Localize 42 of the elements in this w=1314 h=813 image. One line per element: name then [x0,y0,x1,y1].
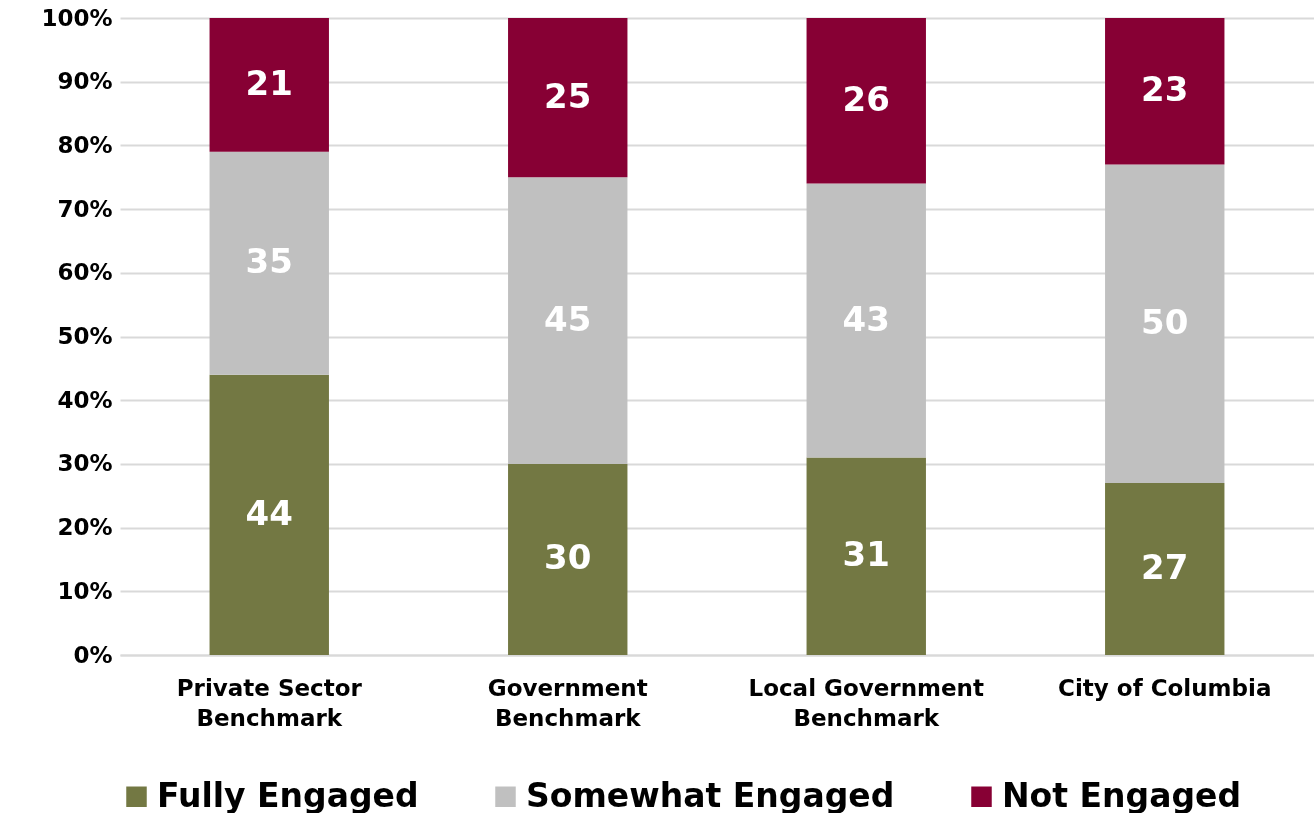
x-tick-label: Private Sector Benchmark [176,674,363,731]
data-label: 27 [1141,547,1189,588]
y-tick-label: 70% [57,195,113,222]
x-tick-label: Government Benchmark [487,674,648,731]
data-label: 26 [842,78,890,119]
legend-label: Not Engaged [1002,775,1242,813]
data-label: 25 [544,75,592,116]
y-tick-label: 40% [57,386,113,413]
bar [508,463,628,655]
y-tick-label: 90% [57,68,113,95]
bar [508,177,628,464]
y-tick-label: 0% [73,641,113,668]
data-label: 50 [1141,301,1189,342]
y-tick-label: 50% [57,323,113,349]
x-tick-label: Local Government Benchmark [748,674,984,731]
y-tick-label: 20% [57,514,113,541]
bar [209,151,329,375]
legend-label: Somewhat Engaged [526,775,895,813]
bar [209,18,329,152]
bar [1105,18,1225,165]
bar [806,183,926,458]
bar [209,374,329,655]
y-tick-label: 80% [57,131,113,158]
data-label: 43 [842,298,890,339]
bar [806,18,926,184]
bar [508,18,628,178]
bar [1105,164,1225,484]
bar [806,457,926,655]
data-label: 30 [544,537,592,578]
y-tick-label: 100% [41,4,113,31]
data-label: 31 [842,534,890,575]
y-tick-label: 60% [57,259,113,286]
bar [1105,483,1225,655]
y-tick-label: 30% [57,450,113,477]
data-label: 21 [245,62,293,103]
y-tick-label: 10% [57,577,113,604]
data-label: 23 [1141,69,1189,110]
data-label: 44 [245,492,293,533]
data-label: 35 [245,241,293,282]
legend-label: Fully Engaged [157,775,419,813]
data-label: 45 [544,298,592,339]
x-tick-label: City of Columbia [1058,674,1272,701]
